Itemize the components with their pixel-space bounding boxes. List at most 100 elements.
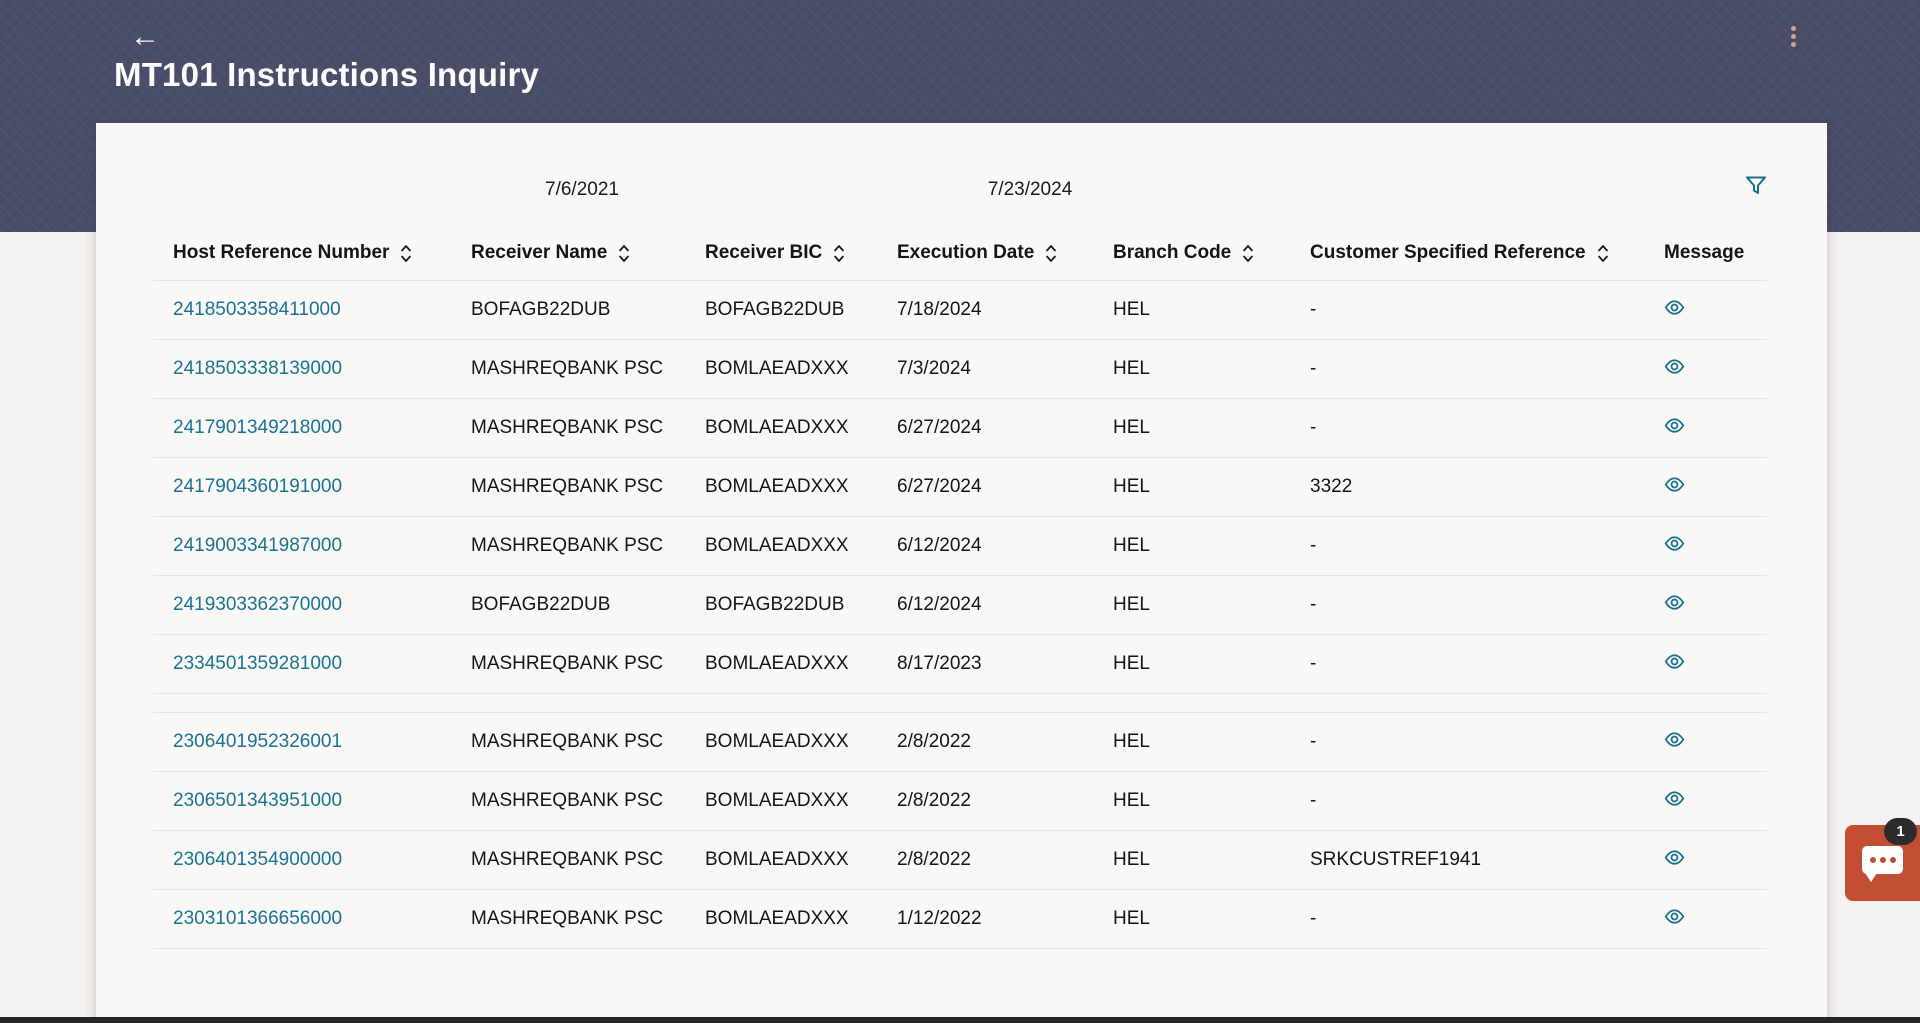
sort-icon[interactable] (618, 244, 630, 263)
customer-reference-cell: - (1310, 731, 1317, 752)
execution-date-cell: 6/27/2024 (897, 417, 982, 438)
execution-date-cell: 7/18/2024 (897, 299, 982, 320)
branch-code-cell: HEL (1113, 653, 1150, 674)
sort-icon[interactable] (400, 244, 412, 263)
eye-icon (1664, 731, 1685, 747)
table-row: 2306401952326001 MASHREQBANK PSC BOMLAEA… (153, 713, 1767, 772)
host-reference-link[interactable]: 2306401952326001 (173, 731, 343, 752)
view-message-button[interactable] (1664, 533, 1685, 554)
execution-date-cell: 8/17/2023 (897, 653, 982, 674)
column-header-execution_date[interactable]: Execution Date (877, 242, 1093, 264)
column-header-receiver_name[interactable]: Receiver Name (451, 242, 685, 264)
eye-icon (1664, 653, 1685, 669)
receiver-name-cell: MASHREQBANK PSC (471, 358, 664, 379)
host-reference-link[interactable]: 2418503358411000 (173, 299, 341, 320)
view-message-button[interactable] (1664, 415, 1685, 436)
funnel-icon (1746, 176, 1766, 194)
view-message-button[interactable] (1664, 729, 1685, 750)
table-row: 2334501359281000 MASHREQBANK PSC BOMLAEA… (153, 635, 1767, 694)
instructions-table: Host Reference Number Receiver Name Receiv… (153, 226, 1767, 949)
customer-reference-cell: 3322 (1310, 476, 1353, 497)
host-reference-link[interactable]: 2418503338139000 (173, 358, 343, 379)
receiver-bic-cell: BOMLAEADXXX (705, 849, 849, 870)
view-message-button[interactable] (1664, 356, 1685, 377)
chat-bubble-tail (1865, 873, 1877, 882)
receiver-bic-cell: BOMLAEADXXX (705, 358, 849, 379)
host-reference-link[interactable]: 2419303362370000 (173, 594, 343, 615)
from-date-field[interactable]: 7/6/2021 (539, 177, 625, 203)
column-header-receiver_bic[interactable]: Receiver BIC (685, 242, 877, 264)
table-row: 2418503338139000 MASHREQBANK PSC BOMLAEA… (153, 340, 1767, 399)
chat-badge: 1 (1884, 818, 1917, 845)
branch-code-cell: HEL (1113, 299, 1150, 320)
column-header-branch_code[interactable]: Branch Code (1093, 242, 1290, 264)
table-row: 2417904360191000 MASHREQBANK PSC BOMLAEA… (153, 458, 1767, 517)
kebab-menu-button[interactable] (1783, 22, 1804, 51)
customer-reference-cell: - (1310, 908, 1317, 929)
column-header-host_ref[interactable]: Host Reference Number (153, 242, 451, 264)
host-reference-link[interactable]: 2419003341987000 (173, 535, 343, 556)
branch-code-cell: HEL (1113, 849, 1150, 870)
branch-code-cell: HEL (1113, 476, 1150, 497)
host-reference-link[interactable]: 2417901349218000 (173, 417, 343, 438)
bottom-edge-strip (0, 1017, 1920, 1023)
receiver-bic-cell: BOFAGB22DUB (705, 299, 845, 320)
sort-icon[interactable] (1045, 244, 1057, 263)
branch-code-cell: HEL (1113, 417, 1150, 438)
eye-icon (1664, 535, 1685, 551)
receiver-bic-cell: BOMLAEADXXX (705, 535, 849, 556)
chat-widget-button[interactable] (1845, 825, 1920, 901)
execution-date-cell: 2/8/2022 (897, 731, 971, 752)
execution-date-cell: 6/12/2024 (897, 535, 982, 556)
receiver-name-cell: MASHREQBANK PSC (471, 908, 664, 929)
to-date-field[interactable]: 7/23/2024 (982, 177, 1079, 203)
table-row: 2303101366656000 MASHREQBANK PSC BOMLAEA… (153, 890, 1767, 949)
view-message-button[interactable] (1664, 788, 1685, 809)
eye-icon (1664, 908, 1685, 924)
customer-reference-cell: - (1310, 594, 1317, 615)
receiver-bic-cell: BOMLAEADXXX (705, 908, 849, 929)
host-reference-link[interactable]: 2334501359281000 (173, 653, 343, 674)
table-row: 2418503358411000 BOFAGB22DUB BOFAGB22DUB… (153, 281, 1767, 340)
column-label: Message (1664, 242, 1745, 263)
execution-date-cell: 6/12/2024 (897, 594, 982, 615)
receiver-name-cell: MASHREQBANK PSC (471, 790, 664, 811)
host-reference-link[interactable]: 2306401354900000 (173, 849, 343, 870)
table-row: 2419003341987000 MASHREQBANK PSC BOMLAEA… (153, 517, 1767, 576)
receiver-bic-cell: BOMLAEADXXX (705, 790, 849, 811)
host-reference-link[interactable]: 2303101366656000 (173, 908, 343, 929)
receiver-name-cell: MASHREQBANK PSC (471, 731, 664, 752)
receiver-name-cell: MASHREQBANK PSC (471, 849, 664, 870)
column-label: Customer Specified Reference (1310, 242, 1586, 263)
execution-date-cell: 2/8/2022 (897, 849, 971, 870)
filter-button[interactable] (1740, 169, 1772, 204)
column-header-customer_ref[interactable]: Customer Specified Reference (1290, 242, 1644, 264)
receiver-bic-cell: BOMLAEADXXX (705, 653, 849, 674)
customer-reference-cell: - (1310, 358, 1317, 379)
column-header-message: Message (1644, 242, 1767, 264)
column-label: Receiver Name (471, 242, 608, 263)
view-message-button[interactable] (1664, 592, 1685, 613)
branch-code-cell: HEL (1113, 731, 1150, 752)
receiver-bic-cell: BOFAGB22DUB (705, 594, 845, 615)
sort-icon[interactable] (833, 244, 845, 263)
receiver-bic-cell: BOMLAEADXXX (705, 731, 849, 752)
table-row: 2306401354900000 MASHREQBANK PSC BOMLAEA… (153, 831, 1767, 890)
view-message-button[interactable] (1664, 297, 1685, 318)
view-message-button[interactable] (1664, 651, 1685, 672)
view-message-button[interactable] (1664, 906, 1685, 927)
execution-date-cell: 6/27/2024 (897, 476, 982, 497)
back-button[interactable]: ← (124, 20, 166, 54)
receiver-name-cell: BOFAGB22DUB (471, 594, 611, 615)
branch-code-cell: HEL (1113, 358, 1150, 379)
customer-reference-cell: - (1310, 790, 1317, 811)
sort-icon[interactable] (1597, 244, 1609, 263)
receiver-name-cell: BOFAGB22DUB (471, 299, 611, 320)
table-body: 2418503358411000 BOFAGB22DUB BOFAGB22DUB… (153, 281, 1767, 949)
view-message-button[interactable] (1664, 847, 1685, 868)
kebab-menu-icon (1791, 26, 1796, 31)
host-reference-link[interactable]: 2306501343951000 (173, 790, 343, 811)
sort-icon[interactable] (1242, 244, 1254, 263)
view-message-button[interactable] (1664, 474, 1685, 495)
host-reference-link[interactable]: 2417904360191000 (173, 476, 343, 497)
